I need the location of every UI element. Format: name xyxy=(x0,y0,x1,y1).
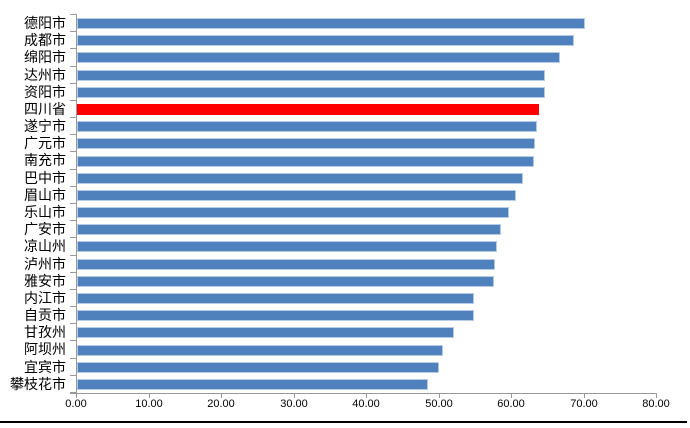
bar xyxy=(77,70,545,81)
x-axis-tick xyxy=(76,394,77,398)
bar xyxy=(77,379,428,390)
y-axis-category-label: 资阳市 xyxy=(24,84,66,100)
y-axis-tick xyxy=(70,358,77,359)
bar xyxy=(77,241,497,252)
x-axis-tick xyxy=(366,394,367,398)
y-axis-tick xyxy=(70,100,77,101)
y-axis-tick xyxy=(70,340,77,341)
y-axis-tick xyxy=(70,134,77,135)
y-axis-category-label: 德阳市 xyxy=(24,15,66,31)
x-axis-tick-label: 20.00 xyxy=(207,398,235,410)
bar xyxy=(77,190,516,201)
bar xyxy=(77,121,537,132)
x-axis-tick xyxy=(439,394,440,398)
y-axis-tick xyxy=(70,255,77,256)
bar xyxy=(77,207,509,218)
y-axis-category-label: 四川省 xyxy=(24,101,66,117)
y-axis-tick xyxy=(70,392,77,393)
y-axis-tick xyxy=(70,151,77,152)
bar xyxy=(77,259,495,270)
bar xyxy=(77,138,535,149)
bar xyxy=(77,293,474,304)
bar xyxy=(77,276,494,287)
bar xyxy=(77,156,534,167)
x-axis-tick xyxy=(221,394,222,398)
y-axis-category-label: 遂宁市 xyxy=(24,118,66,134)
bar xyxy=(77,345,443,356)
x-axis-tick xyxy=(149,394,150,398)
bar xyxy=(77,362,439,373)
y-axis-tick xyxy=(70,83,77,84)
bar xyxy=(77,35,574,46)
y-axis-tick xyxy=(70,323,77,324)
bar xyxy=(77,18,585,29)
y-axis-category-label: 泸州市 xyxy=(24,256,66,272)
x-axis-tick-label: 70.00 xyxy=(570,398,598,410)
x-axis-tick-label: 30.00 xyxy=(280,398,308,410)
y-axis-category-label: 自贡市 xyxy=(24,307,66,323)
highlighted-bar xyxy=(77,104,539,115)
y-axis-category-label: 成都市 xyxy=(24,32,66,48)
x-axis-tick xyxy=(656,394,657,398)
y-axis-tick xyxy=(70,14,77,15)
y-axis-tick xyxy=(70,66,77,67)
y-axis-category-label: 雅安市 xyxy=(24,273,66,289)
y-axis-category-label: 阿坝州 xyxy=(24,341,66,357)
x-axis-tick-label: 40.00 xyxy=(352,398,380,410)
y-axis-category-label: 乐山市 xyxy=(24,204,66,220)
x-axis-tick-label: 0.00 xyxy=(65,398,87,410)
y-axis-category-label: 达州市 xyxy=(24,67,66,83)
y-axis-tick xyxy=(70,186,77,187)
x-axis-tick-label: 10.00 xyxy=(135,398,163,410)
y-axis-category-label: 广安市 xyxy=(24,221,66,237)
y-axis-category-label: 南充市 xyxy=(24,152,66,168)
bar xyxy=(77,224,501,235)
x-axis-tick xyxy=(584,394,585,398)
y-axis-tick xyxy=(70,306,77,307)
y-axis-category-label: 内江市 xyxy=(24,290,66,306)
bar xyxy=(77,87,545,98)
y-axis-category-label: 广元市 xyxy=(24,135,66,151)
y-axis-category-label: 巴中市 xyxy=(24,170,66,186)
x-axis-tick-label: 50.00 xyxy=(425,398,453,410)
y-axis-category-label: 宜宾市 xyxy=(24,359,66,375)
y-axis-category-label: 甘孜州 xyxy=(24,324,66,340)
y-axis-category-label: 眉山市 xyxy=(24,187,66,203)
bar xyxy=(77,173,523,184)
y-axis-tick xyxy=(70,31,77,32)
bar xyxy=(77,327,454,338)
x-axis-tick-label: 80.00 xyxy=(642,398,670,410)
y-axis-tick xyxy=(70,237,77,238)
x-axis xyxy=(70,393,657,394)
bottom-border-line xyxy=(0,421,687,423)
y-axis-category-label: 凉山州 xyxy=(24,238,66,254)
y-axis-category-label: 绵阳市 xyxy=(24,49,66,65)
y-axis-tick xyxy=(70,169,77,170)
y-axis-category-label: 攀枝花市 xyxy=(10,376,66,392)
y-axis-tick xyxy=(70,48,77,49)
x-axis-tick xyxy=(511,394,512,398)
x-axis-tick xyxy=(294,394,295,398)
y-axis-tick xyxy=(70,220,77,221)
x-axis-tick-label: 60.00 xyxy=(497,398,525,410)
y-axis-tick xyxy=(70,272,77,273)
bar xyxy=(77,310,474,321)
bar xyxy=(77,52,560,63)
y-axis-tick xyxy=(70,375,77,376)
y-axis-tick xyxy=(70,289,77,290)
y-axis-tick xyxy=(70,117,77,118)
y-axis-tick xyxy=(70,203,77,204)
